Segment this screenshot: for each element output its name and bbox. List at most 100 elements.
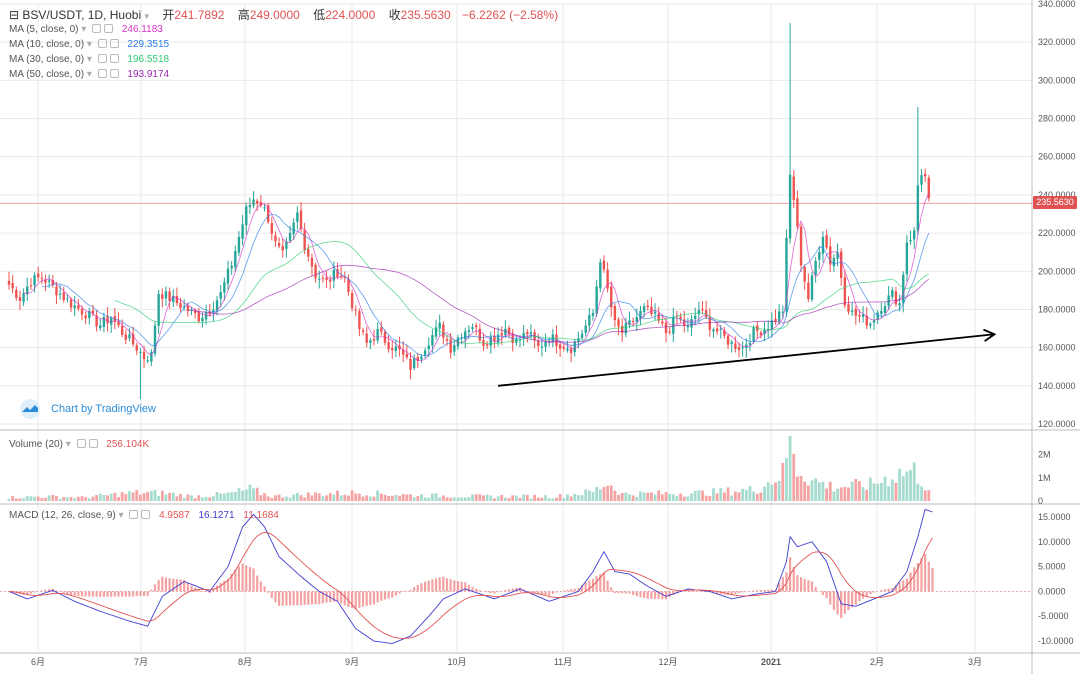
candle-body [818, 252, 821, 260]
macd-histogram-bar [551, 591, 554, 595]
volume-bar [263, 493, 266, 501]
volume-bar [463, 497, 467, 501]
macd-histogram-bar [799, 577, 803, 592]
close-icon[interactable] [141, 510, 151, 519]
settings-icon[interactable] [76, 439, 86, 448]
macd-histogram-bar [157, 580, 160, 592]
volume-bar [285, 496, 288, 501]
settings-icon[interactable] [97, 54, 107, 63]
volume-bar [569, 496, 573, 501]
settings-icon[interactable] [129, 510, 139, 519]
volume-bar [259, 495, 263, 501]
candle-body [898, 303, 901, 306]
macd-histogram-bar [803, 578, 806, 592]
candle-body [442, 324, 445, 338]
symbol-collapse-icon[interactable]: ⊟ [9, 8, 20, 22]
volume-bar [405, 494, 409, 501]
macd-histogram-bar [478, 590, 481, 592]
settings-icon[interactable] [97, 39, 107, 48]
ma30-label[interactable]: MA (30, close, 0) [9, 54, 85, 65]
volume-bar [529, 498, 533, 501]
close-icon[interactable] [109, 54, 119, 63]
volume-bar [204, 496, 208, 501]
high-label: 高 [237, 8, 250, 22]
volume-bar [197, 495, 201, 501]
close-icon[interactable] [88, 439, 98, 448]
dropdown-icon[interactable]: ▾ [65, 439, 71, 450]
close-icon[interactable] [109, 39, 119, 48]
close-icon[interactable] [104, 24, 114, 33]
volume-bar [668, 493, 672, 501]
symbol-dropdown-icon[interactable]: ▾ [144, 11, 149, 21]
volume-bar [310, 495, 314, 501]
close-icon[interactable] [109, 69, 119, 78]
macd-histogram-bar [234, 569, 237, 592]
volume-bar [536, 497, 540, 501]
dropdown-icon[interactable]: ▾ [86, 39, 92, 50]
candle-body [894, 291, 898, 305]
tradingview-badge[interactable]: Chart by TradingView [17, 397, 156, 421]
macd-histogram-bar [310, 591, 314, 605]
macd-histogram-bar [376, 591, 379, 603]
candle-body [577, 338, 580, 343]
candle-body [245, 206, 248, 226]
volume-bar [106, 495, 109, 501]
volume-bar [770, 484, 774, 501]
macd-histogram-bar [48, 589, 51, 592]
macd-histogram-bar [307, 591, 310, 605]
macd-histogram-bar [343, 591, 346, 606]
macd-histogram-bar [434, 578, 438, 592]
high-value: 249.0000 [249, 8, 300, 22]
ma50-label[interactable]: MA (50, close, 0) [9, 69, 85, 80]
macd-label[interactable]: MACD (12, 26, close, 9) [9, 510, 116, 521]
candle-body [799, 226, 803, 266]
price-tick-label: 180.0000 [1038, 304, 1076, 314]
price-tick-label: 120.0000 [1038, 419, 1076, 429]
dropdown-icon[interactable]: ▾ [86, 69, 92, 80]
macd-histogram-bar [40, 590, 43, 592]
volume-label[interactable]: Volume (20) [9, 439, 63, 450]
candle-body [343, 276, 346, 278]
dropdown-icon[interactable]: ▾ [118, 510, 124, 521]
macd-histogram-bar [756, 590, 759, 592]
settings-icon[interactable] [97, 69, 107, 78]
candle-body [204, 312, 208, 320]
macd-histogram-bar [88, 591, 91, 597]
macd-histogram-bar [573, 588, 576, 592]
candle-body [865, 315, 868, 326]
macd-histogram-bar [135, 591, 138, 597]
candle-body [66, 298, 69, 300]
candle-body [770, 320, 774, 330]
volume-bar [708, 496, 712, 501]
close-value: 235.5630 [400, 8, 451, 22]
volume-bar [379, 493, 383, 501]
dropdown-icon[interactable]: ▾ [86, 54, 92, 65]
candle-body [292, 222, 295, 235]
candle-body [631, 320, 635, 322]
dropdown-icon[interactable]: ▾ [81, 24, 87, 35]
candle-body [595, 286, 598, 314]
macd-histogram-bar [80, 591, 84, 597]
volume-bar [785, 458, 788, 501]
symbol-label[interactable]: BSV/USDT, 1D, Huobi [22, 8, 142, 22]
ma5-label[interactable]: MA (5, close, 0) [9, 24, 79, 35]
macd-histogram-bar [351, 591, 354, 609]
volume-bar [613, 490, 617, 501]
volume-bar [817, 482, 821, 501]
macd-histogram-bar [862, 591, 865, 599]
macd-histogram-bar [256, 575, 259, 592]
change-value: −6.2262 (−2.58%) [462, 8, 559, 22]
candle-body [507, 327, 511, 334]
volume-bar [467, 497, 471, 501]
macd-legend: MACD (12, 26, close, 9) ▾ 4.9587 16.1271… [9, 510, 279, 521]
macd-histogram-bar [365, 591, 368, 606]
macd-histogram-bar [781, 576, 784, 592]
candle-body [785, 237, 788, 312]
volume-bar [51, 494, 55, 501]
candle-body [927, 177, 930, 199]
moving-average-line [114, 241, 929, 345]
date-tick-label: 2021 [761, 657, 781, 667]
settings-icon[interactable] [92, 24, 102, 33]
ma10-label[interactable]: MA (10, close, 0) [9, 39, 85, 50]
